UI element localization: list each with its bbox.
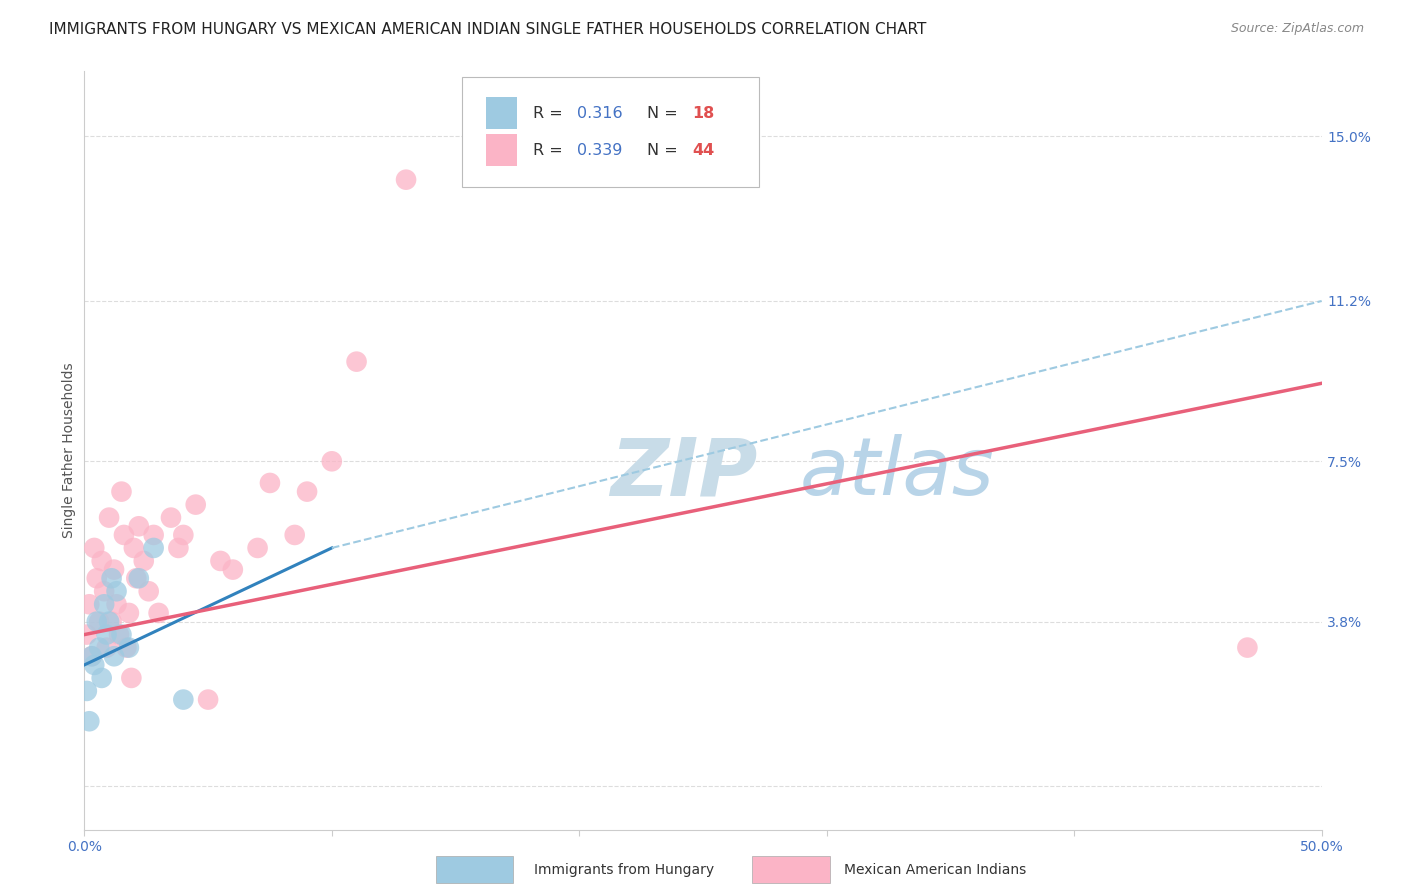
Text: 44: 44 [692, 143, 714, 158]
Point [105, 584, 128, 599]
Point [1236, 640, 1258, 655]
Point [79, 714, 101, 729]
Point [90, 671, 112, 685]
Point [246, 541, 269, 555]
Point [105, 597, 128, 611]
Point [284, 528, 307, 542]
Point [160, 510, 183, 524]
Point [197, 692, 219, 706]
Point [100, 571, 122, 585]
Point [122, 541, 145, 555]
Point [209, 554, 232, 568]
Text: R =: R = [533, 143, 568, 158]
Point [295, 484, 318, 499]
Point [108, 627, 131, 641]
Text: Immigrants from Hungary: Immigrants from Hungary [534, 863, 714, 877]
Point [118, 640, 141, 655]
Point [142, 528, 165, 542]
Text: Source: ZipAtlas.com: Source: ZipAtlas.com [1230, 22, 1364, 36]
Point [222, 563, 245, 577]
Point [103, 563, 125, 577]
FancyBboxPatch shape [486, 135, 517, 166]
Point [80, 649, 103, 664]
FancyBboxPatch shape [486, 97, 517, 129]
Point [128, 519, 150, 533]
Text: ZIP: ZIP [610, 434, 758, 512]
Point [132, 554, 155, 568]
Point [110, 484, 132, 499]
Point [346, 354, 368, 368]
Point [167, 541, 190, 555]
Point [96, 627, 118, 641]
Point [120, 671, 142, 685]
Point [96, 640, 118, 655]
Point [93, 584, 115, 599]
Point [172, 692, 194, 706]
Point [98, 510, 121, 524]
Point [83, 657, 105, 672]
Point [125, 571, 148, 585]
Point [86, 571, 108, 585]
Text: IMMIGRANTS FROM HUNGARY VS MEXICAN AMERICAN INDIAN SINGLE FATHER HOUSEHOLDS CORR: IMMIGRANTS FROM HUNGARY VS MEXICAN AMERI… [49, 22, 927, 37]
Point [76, 684, 98, 698]
Point [89, 640, 111, 655]
Point [100, 615, 122, 629]
Text: R =: R = [533, 105, 568, 120]
Point [184, 498, 207, 512]
Text: 0.316: 0.316 [576, 105, 623, 120]
Point [118, 606, 141, 620]
Point [103, 649, 125, 664]
Point [138, 584, 160, 599]
Point [128, 571, 150, 585]
Y-axis label: Single Father Households: Single Father Households [62, 363, 76, 538]
Point [98, 615, 121, 629]
Point [112, 528, 135, 542]
Text: 0.339: 0.339 [576, 143, 623, 158]
Text: N =: N = [647, 105, 683, 120]
Point [80, 649, 103, 664]
Point [142, 541, 165, 555]
Text: N =: N = [647, 143, 683, 158]
Point [172, 528, 194, 542]
Point [79, 597, 101, 611]
Point [115, 640, 138, 655]
FancyBboxPatch shape [461, 77, 759, 186]
Point [321, 454, 343, 468]
Point [93, 597, 115, 611]
Point [83, 541, 105, 555]
Text: atlas: atlas [800, 434, 994, 512]
Point [86, 615, 108, 629]
Point [395, 172, 418, 186]
Text: Mexican American Indians: Mexican American Indians [844, 863, 1026, 877]
Point [259, 475, 281, 490]
Point [110, 627, 132, 641]
Point [90, 554, 112, 568]
Point [89, 615, 111, 629]
Point [148, 606, 170, 620]
Text: 18: 18 [692, 105, 714, 120]
Point [76, 627, 98, 641]
